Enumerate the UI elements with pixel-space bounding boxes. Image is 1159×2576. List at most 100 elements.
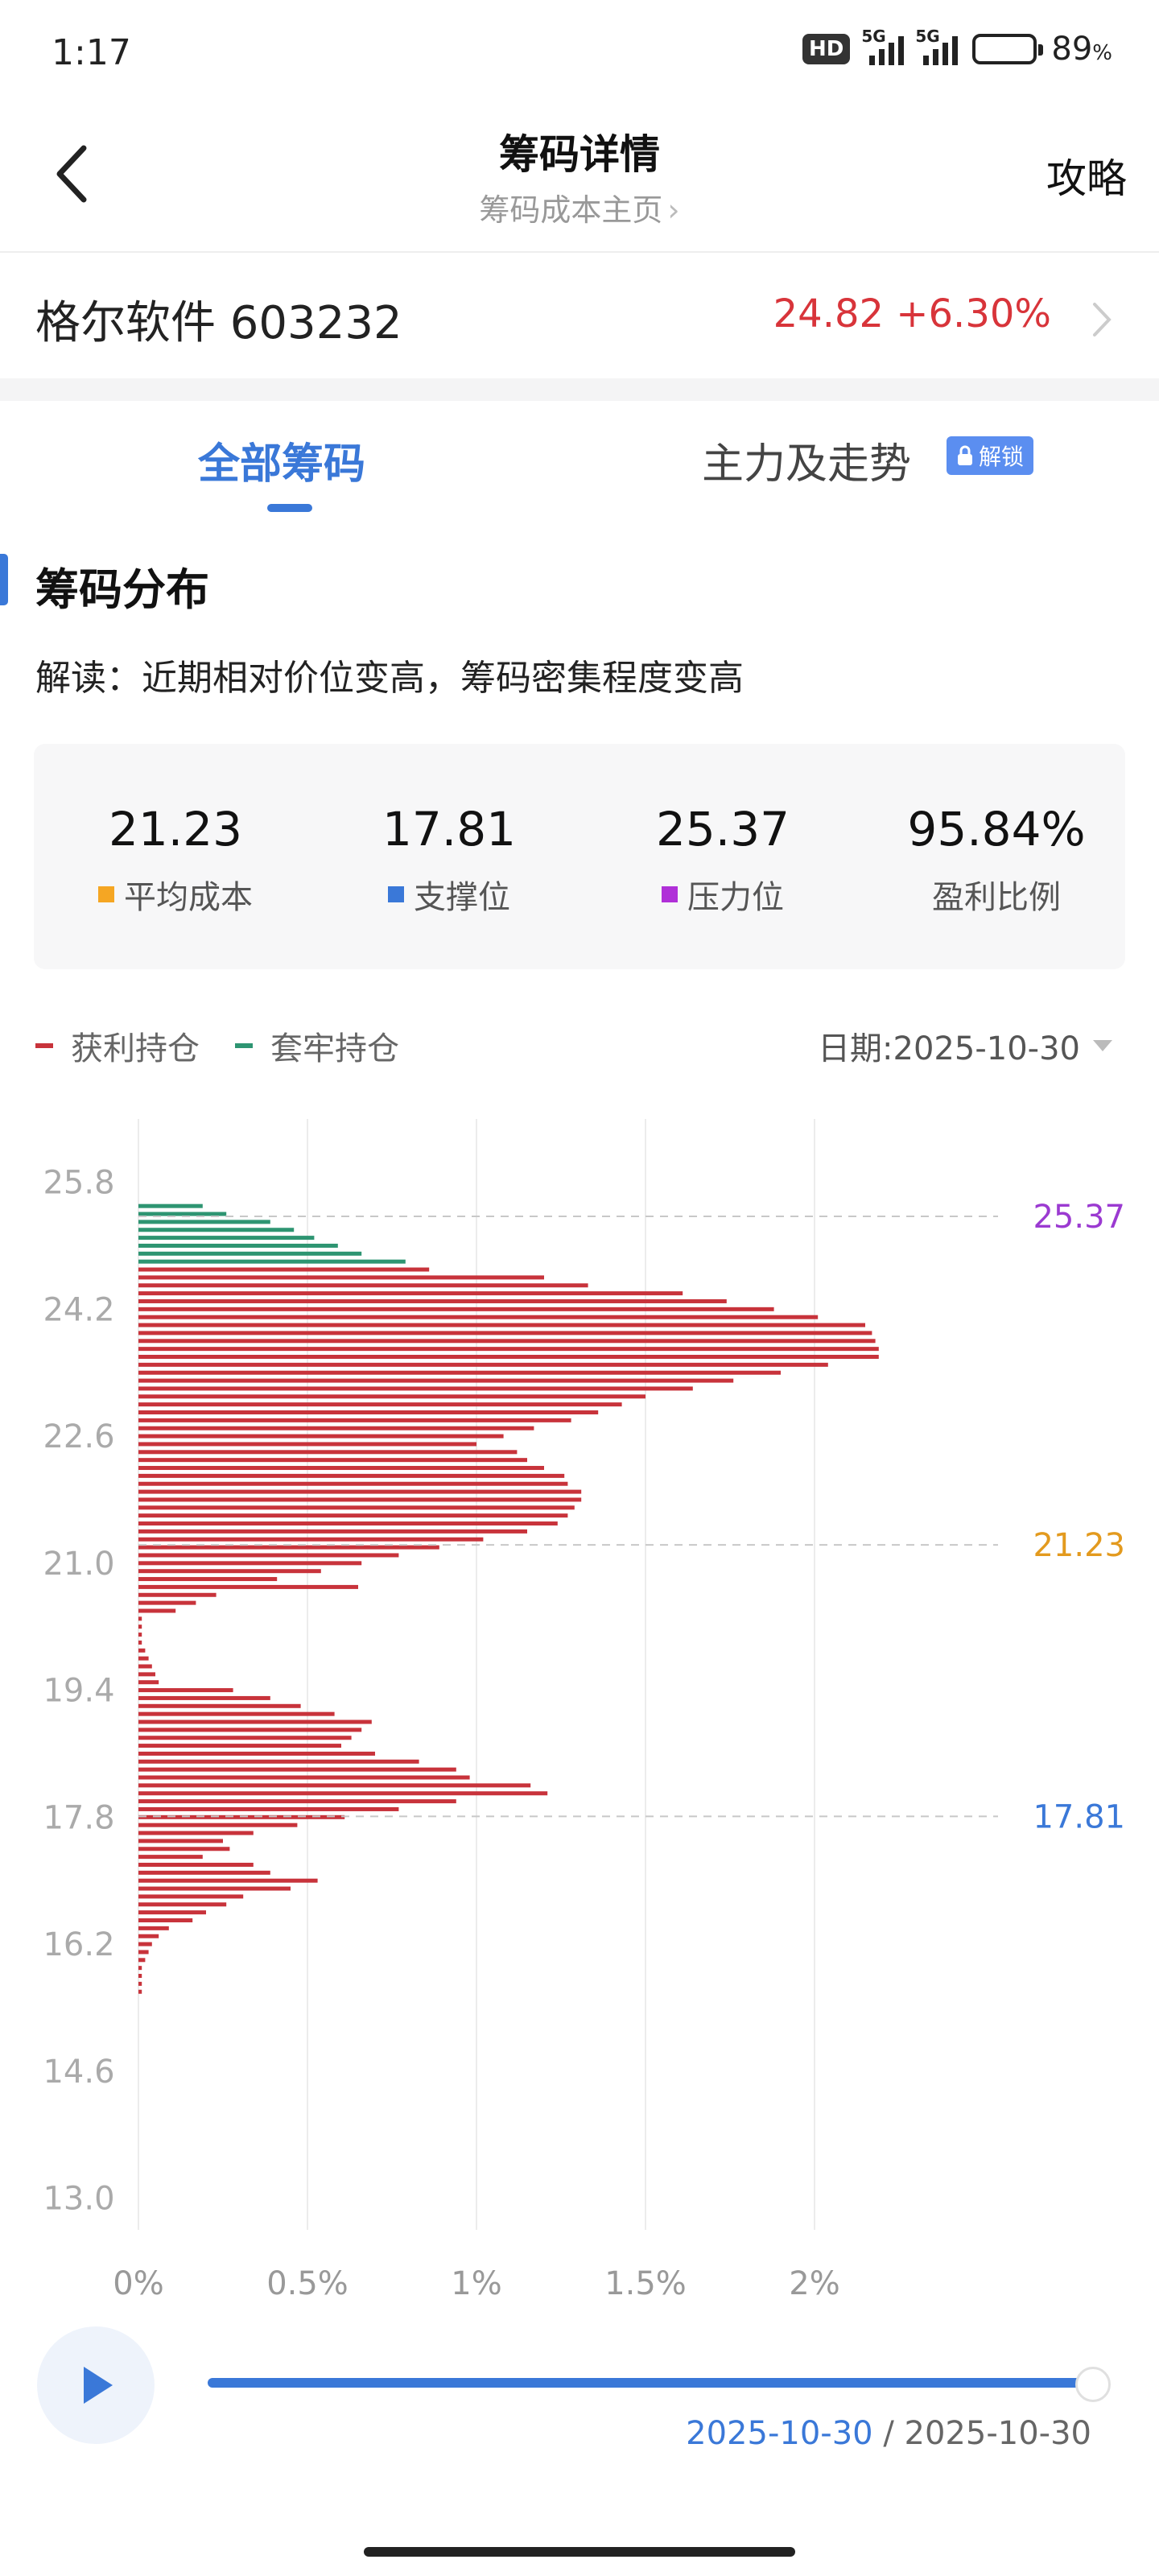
- chip-bar: [138, 1703, 301, 1708]
- chip-bar: [138, 1600, 196, 1605]
- chip-bar: [138, 1894, 244, 1899]
- chip-bar: [138, 1362, 828, 1367]
- play-button[interactable]: [37, 2326, 155, 2444]
- divider: [0, 251, 1159, 253]
- chip-bar: [138, 1823, 298, 1827]
- legend-profit: 获利持仓: [35, 1022, 200, 1069]
- chip-bar: [138, 1624, 142, 1629]
- chip-bar: [138, 1918, 193, 1922]
- y-tick-label: 13.0: [43, 2181, 114, 2218]
- chip-bar: [138, 1966, 142, 1971]
- signal-icon-2: 5G: [915, 27, 959, 65]
- chip-bar: [138, 1806, 399, 1811]
- chip-bar: [138, 1251, 362, 1256]
- stat-pressure: 25.37 压力位: [602, 802, 843, 918]
- chip-bar: [138, 1910, 206, 1915]
- stat-value: 21.23: [108, 802, 243, 857]
- chip-bar: [138, 1481, 568, 1486]
- y-tick-label: 25.8: [43, 1165, 114, 1202]
- chip-bar: [138, 1608, 176, 1613]
- chip-bar: [138, 1386, 693, 1391]
- chip-bar: [138, 1418, 571, 1422]
- chip-bar: [138, 1513, 568, 1518]
- chip-bar: [138, 1736, 352, 1740]
- chip-bar: [138, 1648, 146, 1653]
- reference-label: 25.37: [1033, 1199, 1125, 1236]
- chip-bar: [138, 1799, 456, 1804]
- x-tick-label: 0.5%: [266, 2265, 349, 2302]
- interpretation-text: 解读：近期相对价位变高，筹码密集程度变高: [35, 658, 744, 699]
- chip-bar: [138, 1728, 362, 1732]
- chip-bar: [138, 1450, 518, 1455]
- timeline-slider[interactable]: [208, 2378, 1093, 2388]
- stock-row[interactable]: 格尔软件 603232 24.82 +6.30%: [0, 253, 1159, 378]
- date-label: 日期:2025-10-30: [818, 1030, 1080, 1067]
- x-tick-label: 1%: [451, 2265, 501, 2302]
- stat-profit-ratio: 95.84% 盈利比例: [876, 802, 1117, 918]
- chip-bar: [138, 1212, 227, 1216]
- nav-header: 筹码详情 筹码成本主页 › 攻略: [0, 105, 1159, 250]
- y-tick-label: 14.6: [43, 2054, 114, 2091]
- home-indicator[interactable]: [364, 2547, 795, 2557]
- chip-bar: [138, 1751, 375, 1756]
- chip-bar: [138, 1688, 233, 1693]
- stat-label: 盈利比例: [932, 879, 1061, 916]
- tab-indicator: [267, 504, 312, 512]
- y-tick-label: 17.8: [43, 1799, 114, 1836]
- chip-bar: [138, 1331, 872, 1335]
- legend-trapped: 套牢持仓: [235, 1022, 399, 1069]
- status-bar: 1:17 HD 5G 5G 89%: [0, 0, 1159, 105]
- chip-bar: [138, 1315, 819, 1319]
- chip-bar: [138, 1410, 599, 1415]
- current-date: 2025-10-30: [686, 2415, 873, 2452]
- legend-square-icon: [662, 886, 678, 902]
- stat-value: 95.84%: [907, 802, 1086, 857]
- stat-label: 支撑位: [414, 879, 510, 916]
- y-tick-label: 21.0: [43, 1546, 114, 1583]
- legend-square-icon: [388, 886, 404, 902]
- chip-bar: [138, 1497, 582, 1502]
- chip-bar: [138, 1775, 470, 1780]
- chip-bar: [138, 1767, 456, 1772]
- chip-bar: [138, 1243, 338, 1248]
- chip-bar: [138, 1545, 439, 1550]
- chip-bar: [138, 1434, 504, 1439]
- chip-bar: [138, 1744, 341, 1748]
- chip-bar: [138, 1656, 149, 1661]
- chip-bar: [138, 1719, 372, 1724]
- tab-all-chips[interactable]: 全部筹码: [198, 440, 366, 489]
- unlock-badge[interactable]: 解锁: [947, 436, 1034, 475]
- chip-bar: [138, 1695, 270, 1700]
- chip-bar: [138, 1466, 544, 1471]
- chevron-right-icon: [1093, 303, 1112, 336]
- chip-bar: [138, 1950, 149, 1955]
- stat-average-cost: 21.23 平均成本: [55, 802, 296, 918]
- back-arrow-icon[interactable]: [50, 142, 98, 206]
- subtitle-link[interactable]: 筹码成本主页 ›: [0, 185, 1159, 229]
- chip-bar: [138, 1831, 254, 1835]
- chip-bar: [138, 1989, 142, 1994]
- chip-bar: [138, 1489, 582, 1494]
- chip-bar: [138, 1537, 484, 1542]
- chip-bar: [138, 1855, 203, 1860]
- date-selector[interactable]: 日期:2025-10-30: [818, 1022, 1112, 1069]
- chip-bar: [138, 1847, 230, 1852]
- y-tick-label: 22.6: [43, 1418, 114, 1455]
- timeline-knob[interactable]: [1075, 2367, 1111, 2402]
- chip-bar: [138, 1521, 558, 1526]
- chip-bar: [138, 1553, 399, 1558]
- tab-bar: 全部筹码 主力及走势 解锁: [0, 401, 1159, 522]
- guide-button[interactable]: 攻略: [1046, 155, 1127, 202]
- chip-bar: [138, 1259, 406, 1264]
- chip-bar: [138, 1926, 169, 1930]
- reference-label: 21.23: [1033, 1527, 1125, 1564]
- chip-bar: [138, 1878, 318, 1883]
- tab-main-force[interactable]: 主力及走势: [702, 440, 912, 489]
- chip-bar: [138, 1505, 575, 1510]
- chip-bar: [138, 1339, 876, 1344]
- battery-percent: 89%: [1051, 31, 1112, 68]
- end-date: 2025-10-30: [904, 2415, 1091, 2452]
- chip-bar: [138, 1633, 142, 1637]
- chip-bar: [138, 1616, 142, 1621]
- chip-bar: [138, 1267, 430, 1272]
